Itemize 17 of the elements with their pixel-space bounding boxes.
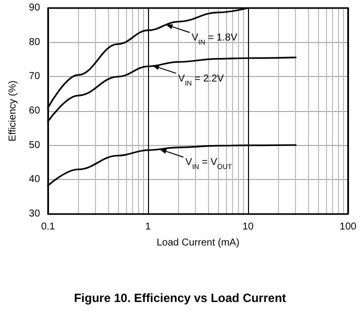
x-axis-title: Load Current (mA)	[156, 238, 240, 248]
x-tick-label: 1	[145, 222, 152, 232]
y-tick-label: 30	[28, 208, 40, 220]
y-axis-title: Efficiency (%)	[8, 80, 18, 142]
annotation: V$_{IN}$ = V$_{OUT}$	[185, 157, 233, 171]
y-tick-label: 60	[28, 106, 40, 116]
y-tick-label: 90	[28, 2, 40, 14]
annotation: V$_{IN}$ = 1.8V	[192, 32, 238, 46]
y-tick-label: 80	[28, 36, 40, 48]
annotation: V$_{IN}$ = 2.2V	[178, 73, 224, 87]
y-tick-label: 40	[28, 174, 40, 186]
x-tick-label: 0.1	[41, 222, 56, 232]
y-tick-label: 70	[28, 71, 40, 82]
x-tick-label: 100	[340, 222, 357, 232]
y-tick-label: 50	[28, 140, 40, 151]
x-tick-label: 10	[242, 222, 254, 232]
text: Figure 10. Efficiency vs Load Current	[74, 291, 286, 305]
